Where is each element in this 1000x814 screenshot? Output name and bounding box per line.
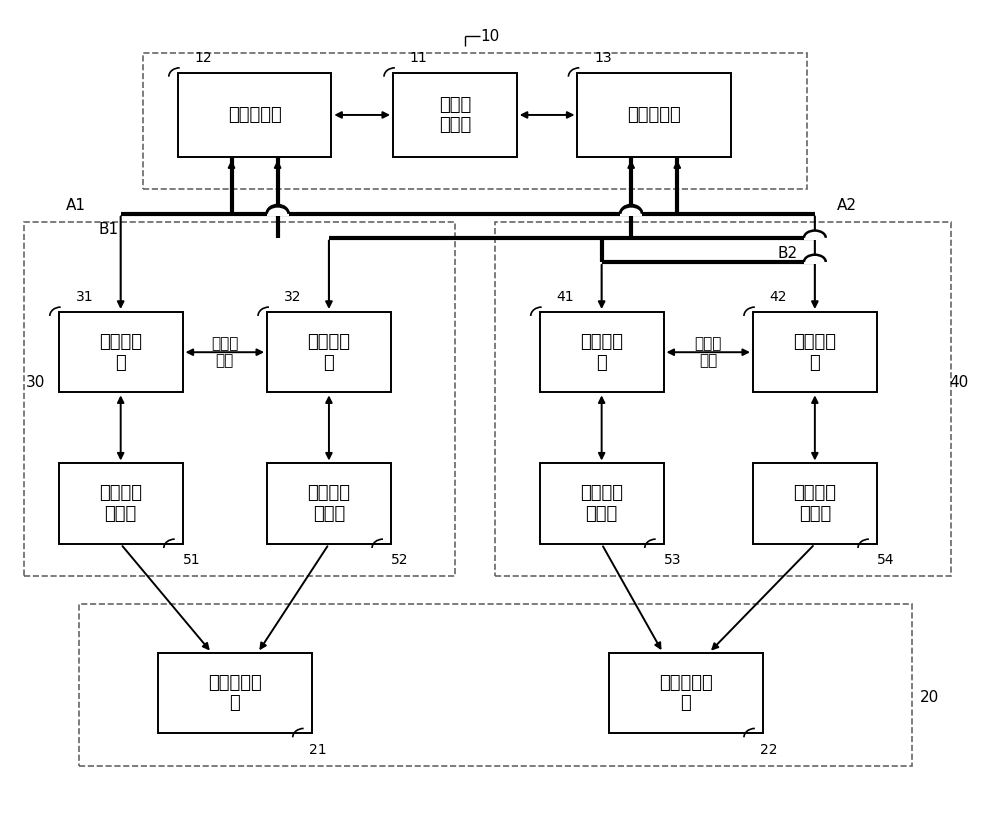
Text: 第二通信
机: 第二通信 机 (307, 333, 350, 372)
Text: 32: 32 (284, 290, 301, 304)
Text: 第二联锁机: 第二联锁机 (627, 106, 681, 124)
Bar (753, 463, 877, 544)
Text: 21: 21 (309, 743, 326, 758)
Text: 41: 41 (557, 290, 574, 304)
Text: 第三通信
机: 第三通信 机 (580, 333, 623, 372)
Text: 22: 22 (760, 743, 777, 758)
Text: 第一通信
机: 第一通信 机 (99, 333, 142, 372)
Bar (540, 463, 664, 544)
Text: 11: 11 (410, 50, 428, 64)
Text: 20: 20 (919, 689, 939, 705)
Bar (267, 207, 289, 216)
Bar (753, 312, 877, 392)
Bar (620, 207, 642, 216)
Bar (79, 604, 912, 765)
Text: 10: 10 (480, 28, 500, 44)
Text: 12: 12 (195, 50, 212, 64)
Text: 53: 53 (664, 554, 681, 567)
Text: A1: A1 (66, 198, 86, 213)
Text: B1: B1 (98, 222, 119, 237)
Bar (267, 207, 289, 216)
Text: 51: 51 (183, 554, 200, 567)
Text: 主备系
切换: 主备系 切换 (211, 336, 239, 369)
Bar (24, 221, 455, 576)
Bar (267, 463, 391, 544)
Bar (59, 312, 183, 392)
Bar (804, 255, 826, 265)
Bar (495, 221, 951, 576)
Bar (609, 653, 763, 733)
Text: 13: 13 (594, 50, 612, 64)
Text: 第四通信
机: 第四通信 机 (793, 333, 836, 372)
Text: 54: 54 (877, 554, 894, 567)
Text: 第三系执
行模块: 第三系执 行模块 (580, 484, 623, 523)
Text: 40: 40 (949, 375, 968, 391)
Bar (143, 53, 807, 190)
Text: B2: B2 (778, 247, 798, 261)
Text: 30: 30 (26, 375, 45, 391)
Text: 第一室外设
备: 第一室外设 备 (208, 674, 262, 712)
Text: 52: 52 (391, 554, 408, 567)
Bar (158, 653, 312, 733)
Bar (620, 207, 642, 216)
Bar (267, 312, 391, 392)
Bar (59, 463, 183, 544)
Text: 42: 42 (770, 290, 787, 304)
Text: 31: 31 (76, 290, 93, 304)
Bar (178, 72, 331, 157)
Text: 主备系
切换: 主备系 切换 (695, 336, 722, 369)
Bar (540, 312, 664, 392)
Text: 主备系
切换器: 主备系 切换器 (439, 95, 471, 134)
Bar (804, 230, 826, 240)
Text: 第一联锁机: 第一联锁机 (228, 106, 281, 124)
Text: 第四系执
行模块: 第四系执 行模块 (793, 484, 836, 523)
Text: 第二室外设
备: 第二室外设 备 (659, 674, 713, 712)
Text: 第二系执
行模块: 第二系执 行模块 (307, 484, 350, 523)
Text: A2: A2 (837, 198, 857, 213)
Text: 第一系执
行模块: 第一系执 行模块 (99, 484, 142, 523)
Bar (393, 72, 517, 157)
Bar (577, 72, 731, 157)
